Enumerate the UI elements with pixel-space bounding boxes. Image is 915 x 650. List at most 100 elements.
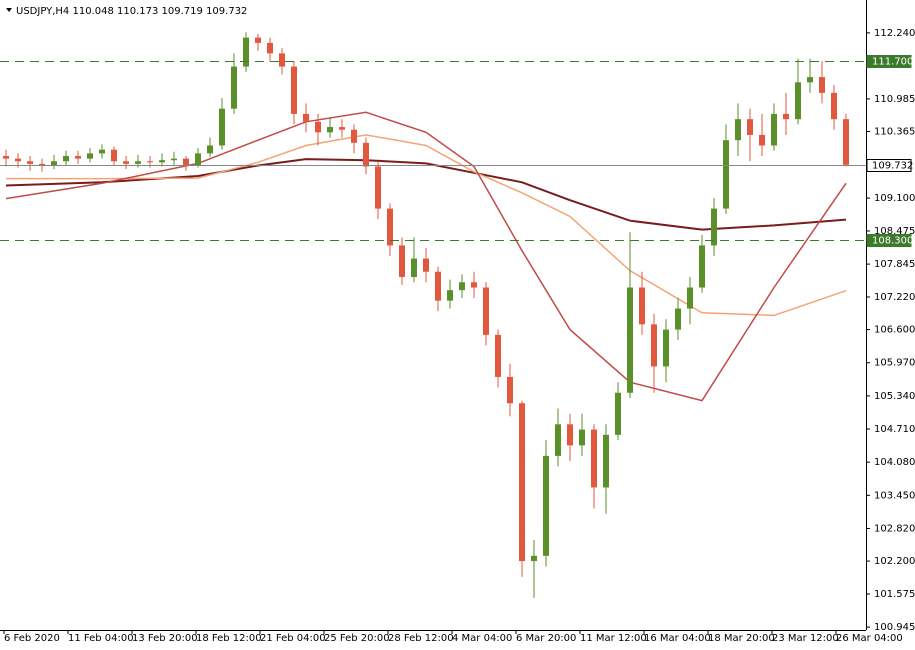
candle-body [483,287,489,335]
candle-body [243,37,249,67]
candle-body [807,77,813,83]
y-tick-label: 108.475 [874,226,915,237]
candle-body [819,77,825,93]
candle-body [495,334,501,377]
candle-body [159,160,165,163]
x-tick-label: 16 Mar 04:00 [644,633,711,644]
candle-body [303,113,309,122]
candle-body [111,149,117,162]
x-tick-label: 25 Feb 20:00 [324,633,390,644]
candle-body [423,258,429,272]
x-tick-label: 26 Mar 04:00 [836,633,903,644]
candle-body [675,308,681,330]
candle-body [459,282,465,291]
chart-title: USDJPY,H4 110.048 110.173 109.719 109.73… [16,6,247,17]
candle-body [207,145,213,154]
candle-body [615,392,621,435]
x-tick-label: 18 Feb 12:00 [196,633,262,644]
x-tick-label: 13 Feb 20:00 [132,633,198,644]
y-tick-label: 102.200 [874,556,915,567]
candle-body [531,555,537,562]
candle-body [51,161,57,166]
candle-body [651,324,657,367]
y-tick-label: 101.575 [874,589,915,600]
candle-body [687,287,693,309]
candle-body [555,424,561,456]
y-tick-label: 104.710 [874,424,915,435]
candle-body [771,113,777,146]
x-tick-label: 6 Mar 20:00 [516,633,576,644]
x-tick-label: 4 Mar 04:00 [452,633,512,644]
candle-body [627,287,633,393]
candle-body [147,161,153,163]
candle-body [339,127,345,130]
candle-body [507,376,513,404]
candle-body [171,158,177,161]
y-tick-label: 110.365 [874,127,915,138]
candle-body [39,163,45,166]
candle-body [219,108,225,146]
y-tick-label: 104.080 [874,457,915,468]
candle-body [747,119,753,135]
candle-body [447,290,453,301]
candle-body [843,119,849,165]
y-tick-label: 105.970 [874,358,915,369]
y-tick-label: 112.240 [874,28,915,39]
y-tick-label: 106.600 [874,325,915,336]
candle-body [75,155,81,159]
price-level-box [866,55,912,68]
candle-body [363,142,369,167]
candle-body [831,92,837,120]
moving-average [5,158,847,231]
candle-body [195,153,201,166]
moving-average [5,111,847,402]
candle-body [255,37,261,43]
candle-body [291,66,297,114]
x-tick-label: 11 Mar 12:00 [580,633,647,644]
price-level-box [866,159,912,172]
x-tick-label: 21 Feb 04:00 [260,633,326,644]
candle-body [591,429,597,488]
candle-body [327,127,333,133]
candle-body [783,113,789,120]
candle-body [435,271,441,301]
candle-body [279,53,285,67]
candle-body [231,66,237,109]
x-tick-label: 11 Feb 04:00 [68,633,134,644]
candle-body [87,153,93,159]
candle-body [411,258,417,277]
candle-body [711,208,717,246]
x-tick-label: 18 Mar 20:00 [708,633,775,644]
candle-body [63,155,69,162]
candle-body [3,155,9,159]
y-tick-label: 110.985 [874,94,915,105]
candle-body [543,455,549,556]
x-tick-label: 23 Mar 12:00 [772,633,839,644]
candle-body [135,161,141,164]
y-tick-label: 109.100 [874,193,915,204]
y-tick-label: 103.450 [874,490,915,501]
x-tick-label: 6 Feb 2020 [4,633,60,644]
candle-body [567,424,573,446]
price-level-label: 109.732 [872,161,913,172]
candle-body [351,129,357,143]
candle-body [723,140,729,209]
candle-body [603,434,609,488]
y-tick-label: 107.220 [874,292,915,303]
candle-body [579,429,585,446]
candle-body [375,166,381,209]
candle-body [267,42,273,54]
x-tick-label: 28 Feb 12:00 [388,633,454,644]
candle-body [699,245,705,288]
price-level-label: 108.300 [872,236,913,247]
candle-body [795,82,801,120]
candle-body [27,161,33,164]
candle-body [759,134,765,146]
candle-body [387,208,393,246]
candle-body [315,121,321,133]
price-level-label: 111.700 [872,57,913,68]
candle-body [519,403,525,562]
candle-body [735,119,741,141]
title-arrow [6,8,12,12]
